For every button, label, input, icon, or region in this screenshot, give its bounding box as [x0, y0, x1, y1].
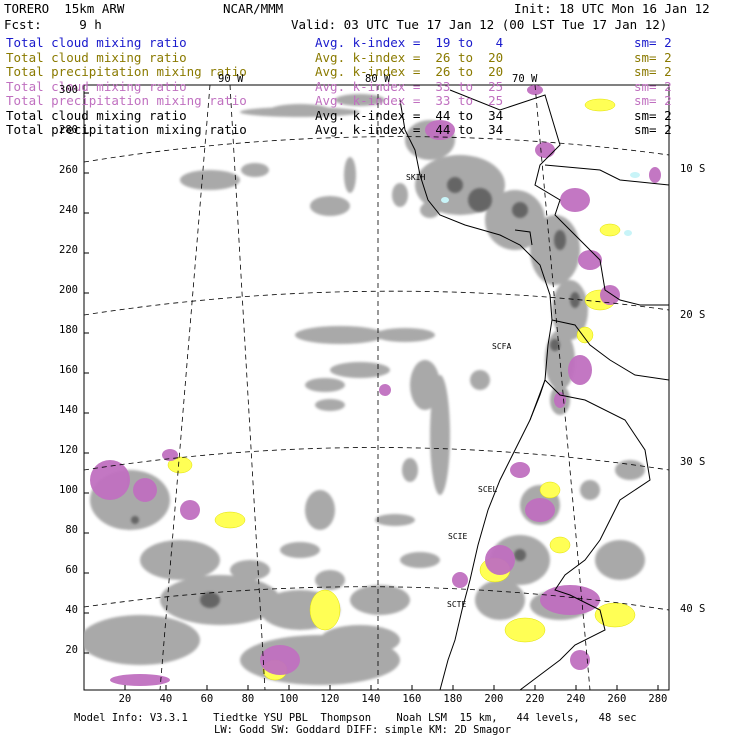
y-tick-label: 200: [59, 284, 78, 296]
cloud-cores: [131, 177, 580, 608]
y-tick-label: 180: [59, 324, 78, 336]
x-tick-label: 120: [320, 693, 340, 705]
station-label: SCIE: [448, 532, 468, 541]
station-label: SCTE: [447, 600, 467, 609]
y-tick-label: 80: [65, 524, 78, 536]
legend-kindex: Avg. k-index = 26 to 20: [315, 64, 504, 79]
forecast-hour: Fcst: 9 h: [4, 17, 102, 32]
y-tick-label: 280: [59, 124, 78, 136]
y-tick-label: 60: [65, 564, 78, 576]
x-tick-label: 260: [607, 693, 627, 705]
latlon-grid: [84, 85, 669, 690]
y-tick-label: 20: [65, 644, 78, 656]
legend-kindex: Avg. k-index = 44 to 34: [315, 107, 504, 123]
y-tick-label: 120: [59, 444, 78, 456]
x-tick-label: 280: [648, 693, 668, 705]
axis-ticks: [84, 92, 659, 690]
legend-sm: sm= 2: [634, 107, 672, 123]
coastline: [399, 89, 669, 690]
x-tick-label: 40: [159, 693, 173, 705]
latitude-label: 30 S: [680, 456, 706, 468]
legend-sm: sm= 2: [634, 122, 672, 137]
model-title: TORERO 15km ARW: [4, 1, 125, 16]
legend-kindex: Avg. k-index = 19 to 4: [315, 35, 504, 50]
y-tick-label: 100: [59, 484, 78, 496]
legend-field: Total cloud mixing ratio: [6, 78, 187, 94]
init-time: Init: 18 UTC Mon 16 Jan 12: [514, 1, 710, 16]
y-tick-label: 260: [59, 164, 78, 176]
legend-field: Total cloud mixing ratio: [6, 49, 187, 65]
legend-kindex: Avg. k-index = 26 to 20: [315, 49, 504, 65]
y-tick-label: 40: [65, 604, 78, 616]
legend-sm: sm= 2: [634, 64, 672, 79]
legend-field: Total precipitation mixing ratio: [6, 64, 247, 79]
legend-field: Total precipitation mixing ratio: [6, 122, 247, 137]
x-tick-label: 180: [443, 693, 463, 705]
longitude-label: 70 W: [512, 73, 538, 85]
station-label: SCFA: [492, 342, 512, 351]
light-cyan-field: [441, 172, 640, 236]
x-tick-label: 220: [525, 693, 545, 705]
legend-sm: sm= 2: [634, 49, 672, 65]
station-label: SCEL: [478, 485, 498, 494]
y-tick-label: 240: [59, 204, 78, 216]
latitude-label: 10 S: [680, 163, 706, 175]
x-tick-label: 160: [402, 693, 422, 705]
y-tick-label: 160: [59, 364, 78, 376]
latitude-label: 40 S: [680, 603, 706, 615]
x-tick-label: 20: [118, 693, 132, 705]
legend-sm: sm= 2: [634, 35, 672, 50]
center-name: NCAR/MMM: [223, 1, 284, 16]
legend-kindex: Avg. k-index = 44 to 34: [315, 122, 504, 137]
legend-field: Total precipitation mixing ratio: [6, 93, 247, 108]
valid-time: Valid: 03 UTC Tue 17 Jan 12 (00 LST Tue …: [291, 17, 668, 32]
x-tick-label: 80: [241, 693, 255, 705]
physics-info: LW: Godd SW: Goddard DIFF: simple KM: 2D…: [214, 724, 512, 736]
y-tick-label: 220: [59, 244, 78, 256]
longitude-label: 90 W: [218, 73, 244, 85]
legend-sm: sm= 2: [634, 93, 672, 108]
legend-field: Total cloud mixing ratio: [6, 35, 187, 50]
y-tick-label: 140: [59, 404, 78, 416]
legend-kindex: Avg. k-index = 33 to 25: [315, 93, 504, 108]
model-info: Model Info: V3.3.1 Tiedtke YSU PBL Thomp…: [74, 712, 637, 724]
latitude-label: 20 S: [680, 309, 706, 321]
longitude-label: 80 W: [365, 73, 391, 85]
legend-field: Total cloud mixing ratio: [6, 107, 187, 123]
x-tick-label: 200: [484, 693, 504, 705]
y-tick-label: 300: [59, 84, 78, 96]
x-tick-label: 140: [361, 693, 381, 705]
legend-kindex: Avg. k-index = 33 to 25: [315, 78, 504, 94]
x-tick-label: 60: [200, 693, 214, 705]
legend-sm: sm= 2: [634, 78, 672, 94]
x-tick-label: 100: [279, 693, 299, 705]
station-label: SKIH: [406, 173, 426, 182]
x-tick-label: 240: [566, 693, 586, 705]
